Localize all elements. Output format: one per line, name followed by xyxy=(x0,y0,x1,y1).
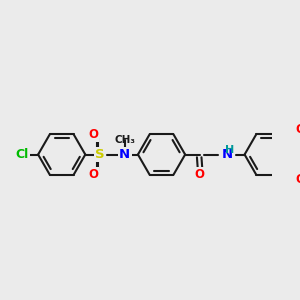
Text: O: O xyxy=(195,168,205,181)
Text: O: O xyxy=(295,173,300,186)
Text: N: N xyxy=(222,148,233,161)
Text: CH₃: CH₃ xyxy=(114,135,135,145)
Text: S: S xyxy=(95,148,105,161)
Text: N: N xyxy=(119,148,130,161)
Text: O: O xyxy=(88,128,98,141)
Text: O: O xyxy=(295,123,300,136)
Text: Cl: Cl xyxy=(15,148,28,161)
Text: O: O xyxy=(88,168,98,181)
Text: H: H xyxy=(225,146,235,155)
